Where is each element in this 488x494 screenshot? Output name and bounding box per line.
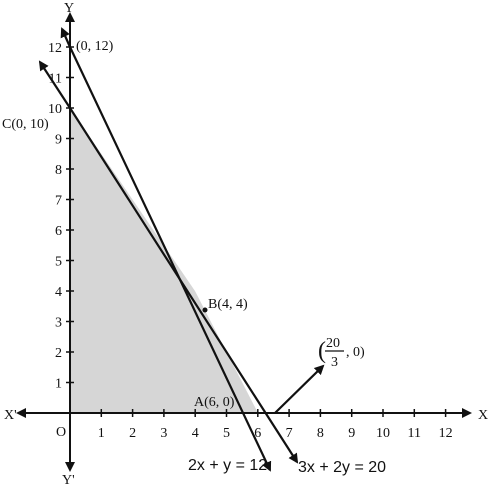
x-tick-label: 11: [408, 426, 421, 441]
line-2-top: [38, 60, 71, 109]
x-tick-label: 8: [317, 426, 324, 441]
x-tick-label: 5: [223, 426, 230, 441]
line-2: [69, 107, 299, 464]
x-tick-label: 6: [254, 426, 261, 441]
y-tick-label: 2: [55, 346, 62, 361]
point-label: A(6, 0): [194, 395, 235, 410]
x-tick-label: 10: [376, 426, 390, 441]
x-tick-label: 7: [286, 426, 293, 441]
y-tick-label: 8: [55, 163, 62, 178]
y-tick-label: 4: [55, 285, 62, 300]
y-tick-label: 12: [48, 41, 62, 56]
fraction-numerator: 20: [326, 336, 340, 351]
point-label: (0, 12): [76, 39, 114, 54]
point-label: C(0, 10): [2, 117, 49, 132]
point-b: [202, 307, 208, 313]
fraction-denominator: 3: [331, 355, 338, 370]
x-label: X: [478, 408, 488, 423]
y-neg-label: Y': [62, 473, 75, 488]
line-label: 3x + 2y = 20: [298, 459, 386, 476]
y-tick-label: 1: [55, 377, 62, 392]
y-tick-label: 5: [55, 255, 62, 270]
point-label: B(4, 4): [208, 297, 248, 312]
x-neg-label: X': [4, 408, 17, 423]
y-tick-label: 3: [55, 316, 62, 331]
y-tick-label: 6: [55, 224, 62, 239]
line-1: [69, 46, 272, 472]
y-tick-label: 7: [55, 194, 62, 209]
x-tick-label: 9: [348, 426, 355, 441]
y-label: Y: [64, 1, 74, 16]
y-tick-label: 9: [55, 133, 62, 148]
fraction-prefix: (: [318, 338, 326, 364]
x-tick-label: 3: [160, 426, 167, 441]
x-tick-label: 12: [439, 426, 453, 441]
y-tick-label: 11: [49, 72, 62, 87]
line-1-top: [60, 27, 72, 48]
x-tick-label: 4: [192, 426, 199, 441]
feasible-region: [70, 108, 258, 413]
origin-label: O: [56, 425, 66, 440]
y-tick-label: 10: [48, 102, 62, 117]
x-tick-label: 1: [98, 426, 105, 441]
line-label: 2x + y = 12: [188, 457, 267, 474]
pointer-arrow: [274, 364, 325, 414]
fraction-suffix: , 0): [346, 345, 365, 360]
x-tick-label: 2: [129, 426, 136, 441]
